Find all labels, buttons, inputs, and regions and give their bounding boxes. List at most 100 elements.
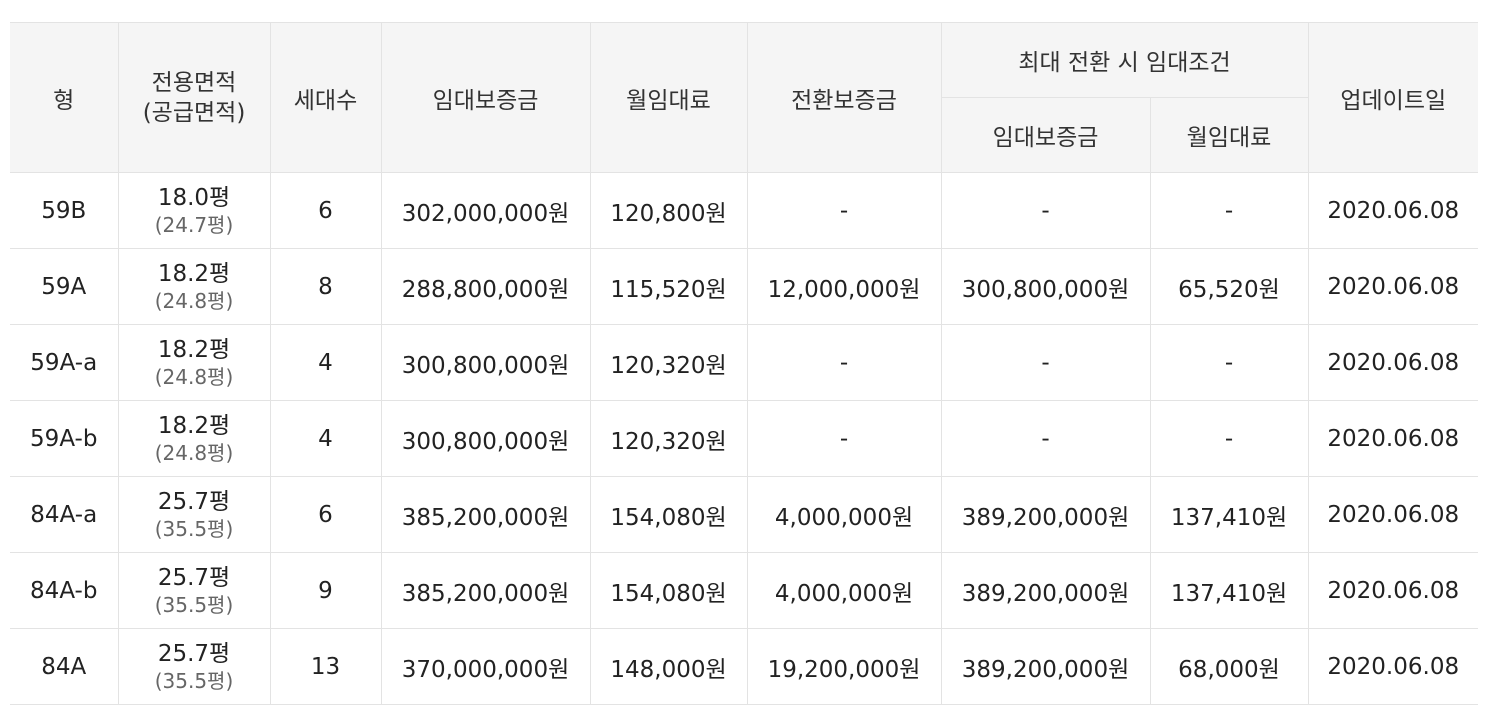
cell-max-deposit: - xyxy=(940,172,1151,249)
cell-type: 84A-b xyxy=(10,552,119,629)
cell-monthly-rent: 115,520원 xyxy=(589,248,748,325)
cell-area: 25.7평 (35.5평) xyxy=(117,628,271,705)
cell-area: 18.0평 (24.7평) xyxy=(117,172,271,249)
cell-conversion-deposit: - xyxy=(746,172,942,249)
table-row: 59B 18.0평 (24.7평) 6 302,000,000원 120,800… xyxy=(10,172,1478,249)
header-row: 형 전용면적 (공급면적) 세대수 임대보증금 월임대료 전환보증금 최대 전환… xyxy=(10,22,1478,173)
cell-max-monthly-rent: 137,410원 xyxy=(1149,476,1309,553)
cell-monthly-rent: 120,320원 xyxy=(589,400,748,477)
cell-deposit: 302,000,000원 xyxy=(380,172,591,249)
cell-type: 59A xyxy=(10,248,119,325)
cell-monthly-rent: 154,080원 xyxy=(589,476,748,553)
cell-max-deposit: 300,800,000원 xyxy=(940,248,1151,325)
table-row: 84A-a 25.7평 (35.5평) 6 385,200,000원 154,0… xyxy=(10,476,1478,553)
cell-area: 25.7평 (35.5평) xyxy=(117,552,271,629)
cell-area-supply: (35.5평) xyxy=(154,592,234,617)
header-conversion-deposit: 전환보증금 xyxy=(746,22,942,173)
cell-deposit: 370,000,000원 xyxy=(380,628,591,705)
table-body: 59B 18.0평 (24.7평) 6 302,000,000원 120,800… xyxy=(10,172,1478,705)
cell-max-deposit: 389,200,000원 xyxy=(940,552,1151,629)
cell-area-supply: (24.8평) xyxy=(154,288,234,313)
table-row: 84A 25.7평 (35.5평) 13 370,000,000원 148,00… xyxy=(10,628,1478,705)
cell-households: 8 xyxy=(269,248,382,325)
cell-max-monthly-rent: 68,000원 xyxy=(1149,628,1309,705)
table-row: 84A-b 25.7평 (35.5평) 9 385,200,000원 154,0… xyxy=(10,552,1478,629)
cell-area: 25.7평 (35.5평) xyxy=(117,476,271,553)
cell-update-date: 2020.06.08 xyxy=(1307,476,1478,553)
cell-monthly-rent: 154,080원 xyxy=(589,552,748,629)
table-row: 59A-b 18.2평 (24.8평) 4 300,800,000원 120,3… xyxy=(10,400,1478,477)
cell-update-date: 2020.06.08 xyxy=(1307,628,1478,705)
cell-deposit: 288,800,000원 xyxy=(380,248,591,325)
cell-deposit: 385,200,000원 xyxy=(380,476,591,553)
header-monthly-rent: 월임대료 xyxy=(589,22,748,173)
cell-max-monthly-rent: - xyxy=(1149,172,1309,249)
cell-conversion-deposit: - xyxy=(746,324,942,401)
cell-area-supply: (24.8평) xyxy=(154,364,234,389)
cell-area-exclusive: 18.0평 xyxy=(157,184,231,211)
cell-area-exclusive: 18.2평 xyxy=(157,336,231,363)
cell-area-supply: (35.5평) xyxy=(154,668,234,693)
cell-update-date: 2020.06.08 xyxy=(1307,324,1478,401)
cell-max-deposit: 389,200,000원 xyxy=(940,476,1151,553)
cell-update-date: 2020.06.08 xyxy=(1307,172,1478,249)
cell-max-monthly-rent: - xyxy=(1149,324,1309,401)
cell-deposit: 300,800,000원 xyxy=(380,324,591,401)
header-max-monthly-rent: 월임대료 xyxy=(1149,97,1308,173)
cell-area: 18.2평 (24.8평) xyxy=(117,248,271,325)
header-area-line1: 전용면적 xyxy=(151,69,237,96)
header-area: 전용면적 (공급면적) xyxy=(117,22,271,173)
cell-max-monthly-rent: 65,520원 xyxy=(1149,248,1309,325)
header-max-conversion: 최대 전환 시 임대조건 xyxy=(940,22,1309,98)
cell-households: 4 xyxy=(269,400,382,477)
cell-area-supply: (24.7평) xyxy=(154,212,234,237)
header-deposit: 임대보증금 xyxy=(380,22,591,173)
cell-area: 18.2평 (24.8평) xyxy=(117,400,271,477)
header-area-line2: (공급면적) xyxy=(142,99,246,126)
cell-max-monthly-rent: 137,410원 xyxy=(1149,552,1309,629)
cell-conversion-deposit: - xyxy=(746,400,942,477)
cell-households: 6 xyxy=(269,172,382,249)
cell-area: 18.2평 (24.8평) xyxy=(117,324,271,401)
cell-households: 9 xyxy=(269,552,382,629)
cell-area-exclusive: 18.2평 xyxy=(157,260,231,287)
cell-update-date: 2020.06.08 xyxy=(1307,248,1478,325)
cell-area-exclusive: 25.7평 xyxy=(157,488,231,515)
cell-type: 59B xyxy=(10,172,119,249)
cell-monthly-rent: 120,320원 xyxy=(589,324,748,401)
rental-conditions-table-container: 형 전용면적 (공급면적) 세대수 임대보증금 월임대료 전환보증금 최대 전환… xyxy=(10,22,1478,705)
cell-monthly-rent: 148,000원 xyxy=(589,628,748,705)
cell-deposit: 300,800,000원 xyxy=(380,400,591,477)
cell-households: 4 xyxy=(269,324,382,401)
table-row: 59A-a 18.2평 (24.8평) 4 300,800,000원 120,3… xyxy=(10,324,1478,401)
cell-max-deposit: - xyxy=(940,400,1151,477)
cell-area-supply: (24.8평) xyxy=(154,440,234,465)
cell-area-exclusive: 25.7평 xyxy=(157,564,231,591)
cell-area-exclusive: 18.2평 xyxy=(157,412,231,439)
cell-conversion-deposit: 4,000,000원 xyxy=(746,552,942,629)
cell-conversion-deposit: 19,200,000원 xyxy=(746,628,942,705)
cell-update-date: 2020.06.08 xyxy=(1307,400,1478,477)
header-max-deposit: 임대보증금 xyxy=(941,97,1151,173)
cell-households: 6 xyxy=(269,476,382,553)
cell-type: 84A xyxy=(10,628,119,705)
cell-deposit: 385,200,000원 xyxy=(380,552,591,629)
table-header: 형 전용면적 (공급면적) 세대수 임대보증금 월임대료 전환보증금 최대 전환… xyxy=(10,22,1478,173)
cell-households: 13 xyxy=(269,628,382,705)
header-update-date: 업데이트일 xyxy=(1307,22,1478,173)
cell-type: 59A-a xyxy=(10,324,119,401)
cell-max-monthly-rent: - xyxy=(1149,400,1309,477)
cell-type: 59A-b xyxy=(10,400,119,477)
header-subrow: 임대보증금 월임대료 xyxy=(10,97,1478,173)
cell-monthly-rent: 120,800원 xyxy=(589,172,748,249)
table-row: 59A 18.2평 (24.8평) 8 288,800,000원 115,520… xyxy=(10,248,1478,325)
header-type: 형 xyxy=(10,22,119,173)
cell-type: 84A-a xyxy=(10,476,119,553)
cell-max-deposit: 389,200,000원 xyxy=(940,628,1151,705)
cell-update-date: 2020.06.08 xyxy=(1307,552,1478,629)
cell-area-exclusive: 25.7평 xyxy=(157,640,231,667)
cell-max-deposit: - xyxy=(940,324,1151,401)
rental-conditions-table: 형 전용면적 (공급면적) 세대수 임대보증금 월임대료 전환보증금 최대 전환… xyxy=(10,22,1478,705)
cell-conversion-deposit: 4,000,000원 xyxy=(746,476,942,553)
cell-area-supply: (35.5평) xyxy=(154,516,234,541)
